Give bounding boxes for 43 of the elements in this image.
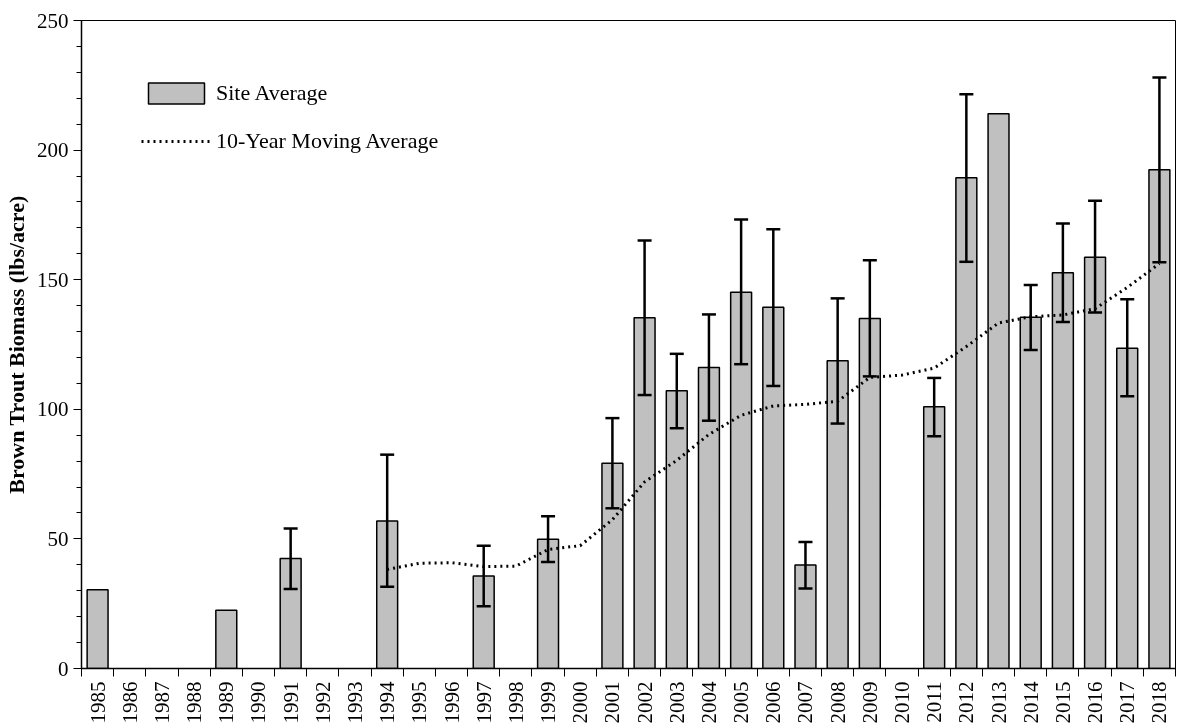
- x-tick-label: 2003: [664, 681, 689, 724]
- x-tick-label: 2000: [568, 681, 593, 724]
- x-tick-label: 2011: [922, 681, 947, 723]
- x-tick-label: 1992: [310, 681, 335, 724]
- x-tick-label: 2015: [1050, 681, 1075, 724]
- x-tick-label: 1990: [246, 681, 271, 724]
- x-tick-label: 2008: [825, 681, 850, 724]
- x-tick-label: 2012: [954, 681, 979, 724]
- y-tick-label: 250: [37, 8, 69, 33]
- x-tick-label: 1998: [503, 681, 528, 724]
- y-tick-label: 100: [37, 397, 69, 422]
- x-tick-label: 2018: [1147, 681, 1172, 724]
- x-tick-label: 1996: [439, 681, 464, 724]
- y-tick-label: 0: [58, 656, 69, 681]
- x-tick-label: 2006: [761, 681, 786, 724]
- x-tick-label: 2001: [600, 681, 625, 724]
- x-tick-label: 2016: [1083, 681, 1108, 724]
- x-tick-label: 1995: [407, 681, 432, 724]
- x-tick-label: 1986: [117, 681, 142, 724]
- x-tick-label: 1988: [182, 681, 207, 724]
- x-tick-label: 1999: [536, 681, 561, 724]
- x-tick-label: 2014: [1018, 681, 1043, 724]
- x-tick-label: 1997: [471, 681, 496, 724]
- x-tick-label: 2017: [1115, 681, 1140, 724]
- x-tick-label: 1985: [85, 681, 110, 724]
- x-tick-label: 1989: [214, 681, 239, 724]
- y-tick-label: 200: [37, 138, 69, 163]
- x-tick-label: 1994: [375, 681, 400, 724]
- x-tick-label: 2005: [729, 681, 754, 724]
- x-tick-label: 2002: [632, 681, 657, 724]
- x-tick-label: 2009: [857, 681, 882, 724]
- legend-label: Site Average: [216, 80, 328, 106]
- y-axis-title: Brown Trout Biomass (lbs/acre): [4, 195, 29, 494]
- legend-label: 10-Year Moving Average: [216, 128, 439, 154]
- x-tick-label: 2013: [986, 681, 1011, 724]
- x-tick-label: 2004: [696, 681, 721, 724]
- x-tick-label: 2010: [890, 681, 914, 724]
- y-tick-label: 50: [47, 526, 69, 551]
- y-tick-label: 150: [37, 267, 69, 292]
- x-tick-label: 1993: [343, 681, 367, 724]
- x-tick-label: 2007: [793, 681, 818, 724]
- x-tick-label: 1991: [278, 681, 303, 724]
- x-tick-label: 1987: [149, 681, 174, 724]
